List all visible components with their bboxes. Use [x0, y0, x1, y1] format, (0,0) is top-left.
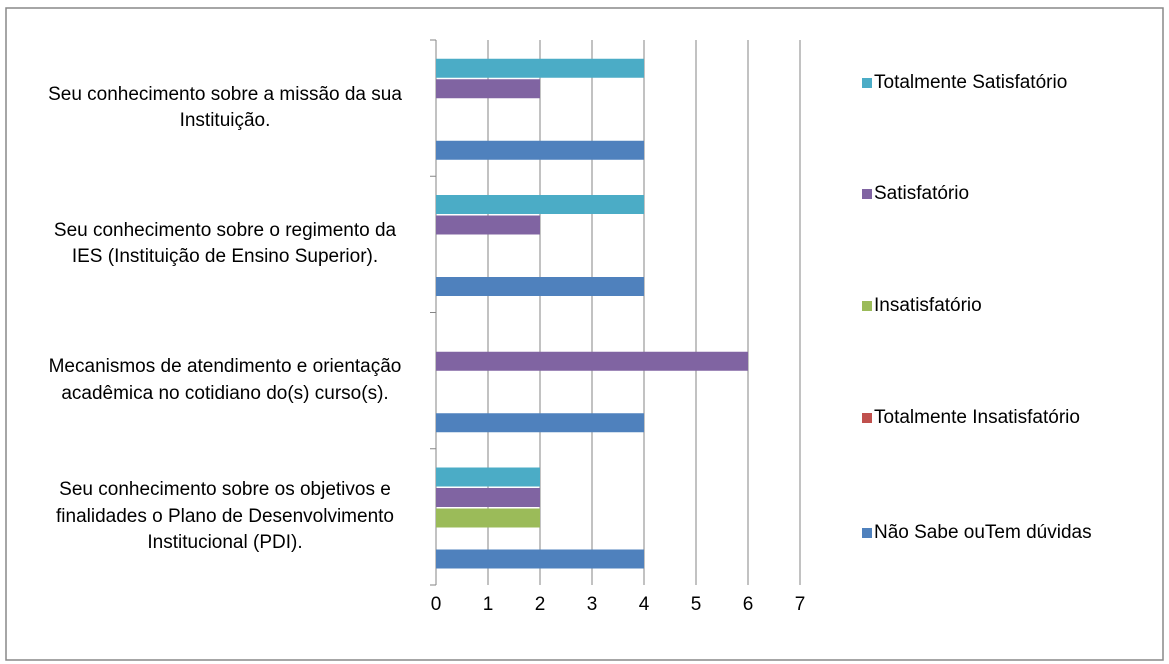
legend-label: Não Sabe ouTem dúvidas	[874, 522, 1092, 543]
bar	[436, 277, 644, 296]
legend-label: Insatisfatório	[874, 295, 982, 316]
legend-swatch	[862, 189, 872, 199]
category-label: Seu conhecimento sobre o regimento da IE…	[53, 219, 397, 268]
x-tick-label: 1	[483, 594, 494, 615]
bar	[436, 140, 644, 160]
bar	[436, 79, 540, 99]
bar	[436, 488, 540, 507]
x-tick-label: 3	[587, 594, 598, 615]
bar	[436, 508, 540, 528]
bar	[436, 215, 540, 235]
bar	[436, 195, 644, 214]
x-tick-label: 0	[431, 594, 442, 615]
bar	[436, 351, 748, 371]
category-label: Seu conhecimento sobre os objetivos e fi…	[56, 478, 394, 554]
bar	[436, 413, 644, 433]
legend-swatch	[862, 413, 872, 423]
x-tick-label: 4	[639, 594, 650, 615]
category-label: Mecanismos de atendimento e orientação a…	[48, 356, 402, 404]
x-tick-label: 2	[535, 594, 546, 615]
x-tick-label: 6	[743, 594, 754, 615]
legend-label: Satisfatório	[874, 183, 969, 204]
bar	[436, 58, 644, 78]
legend-swatch	[862, 301, 872, 311]
category-label: Seu conhecimento sobre a missão da sua I…	[48, 83, 402, 132]
legend-label: Totalmente Satisfatório	[874, 72, 1067, 93]
bar	[436, 467, 540, 487]
legend-swatch	[862, 528, 872, 538]
bar	[436, 549, 644, 569]
x-tick-label: 5	[691, 594, 702, 615]
legend-swatch	[862, 78, 872, 88]
legend-label: Totalmente Insatisfatório	[874, 407, 1080, 428]
x-tick-label: 7	[795, 594, 806, 615]
